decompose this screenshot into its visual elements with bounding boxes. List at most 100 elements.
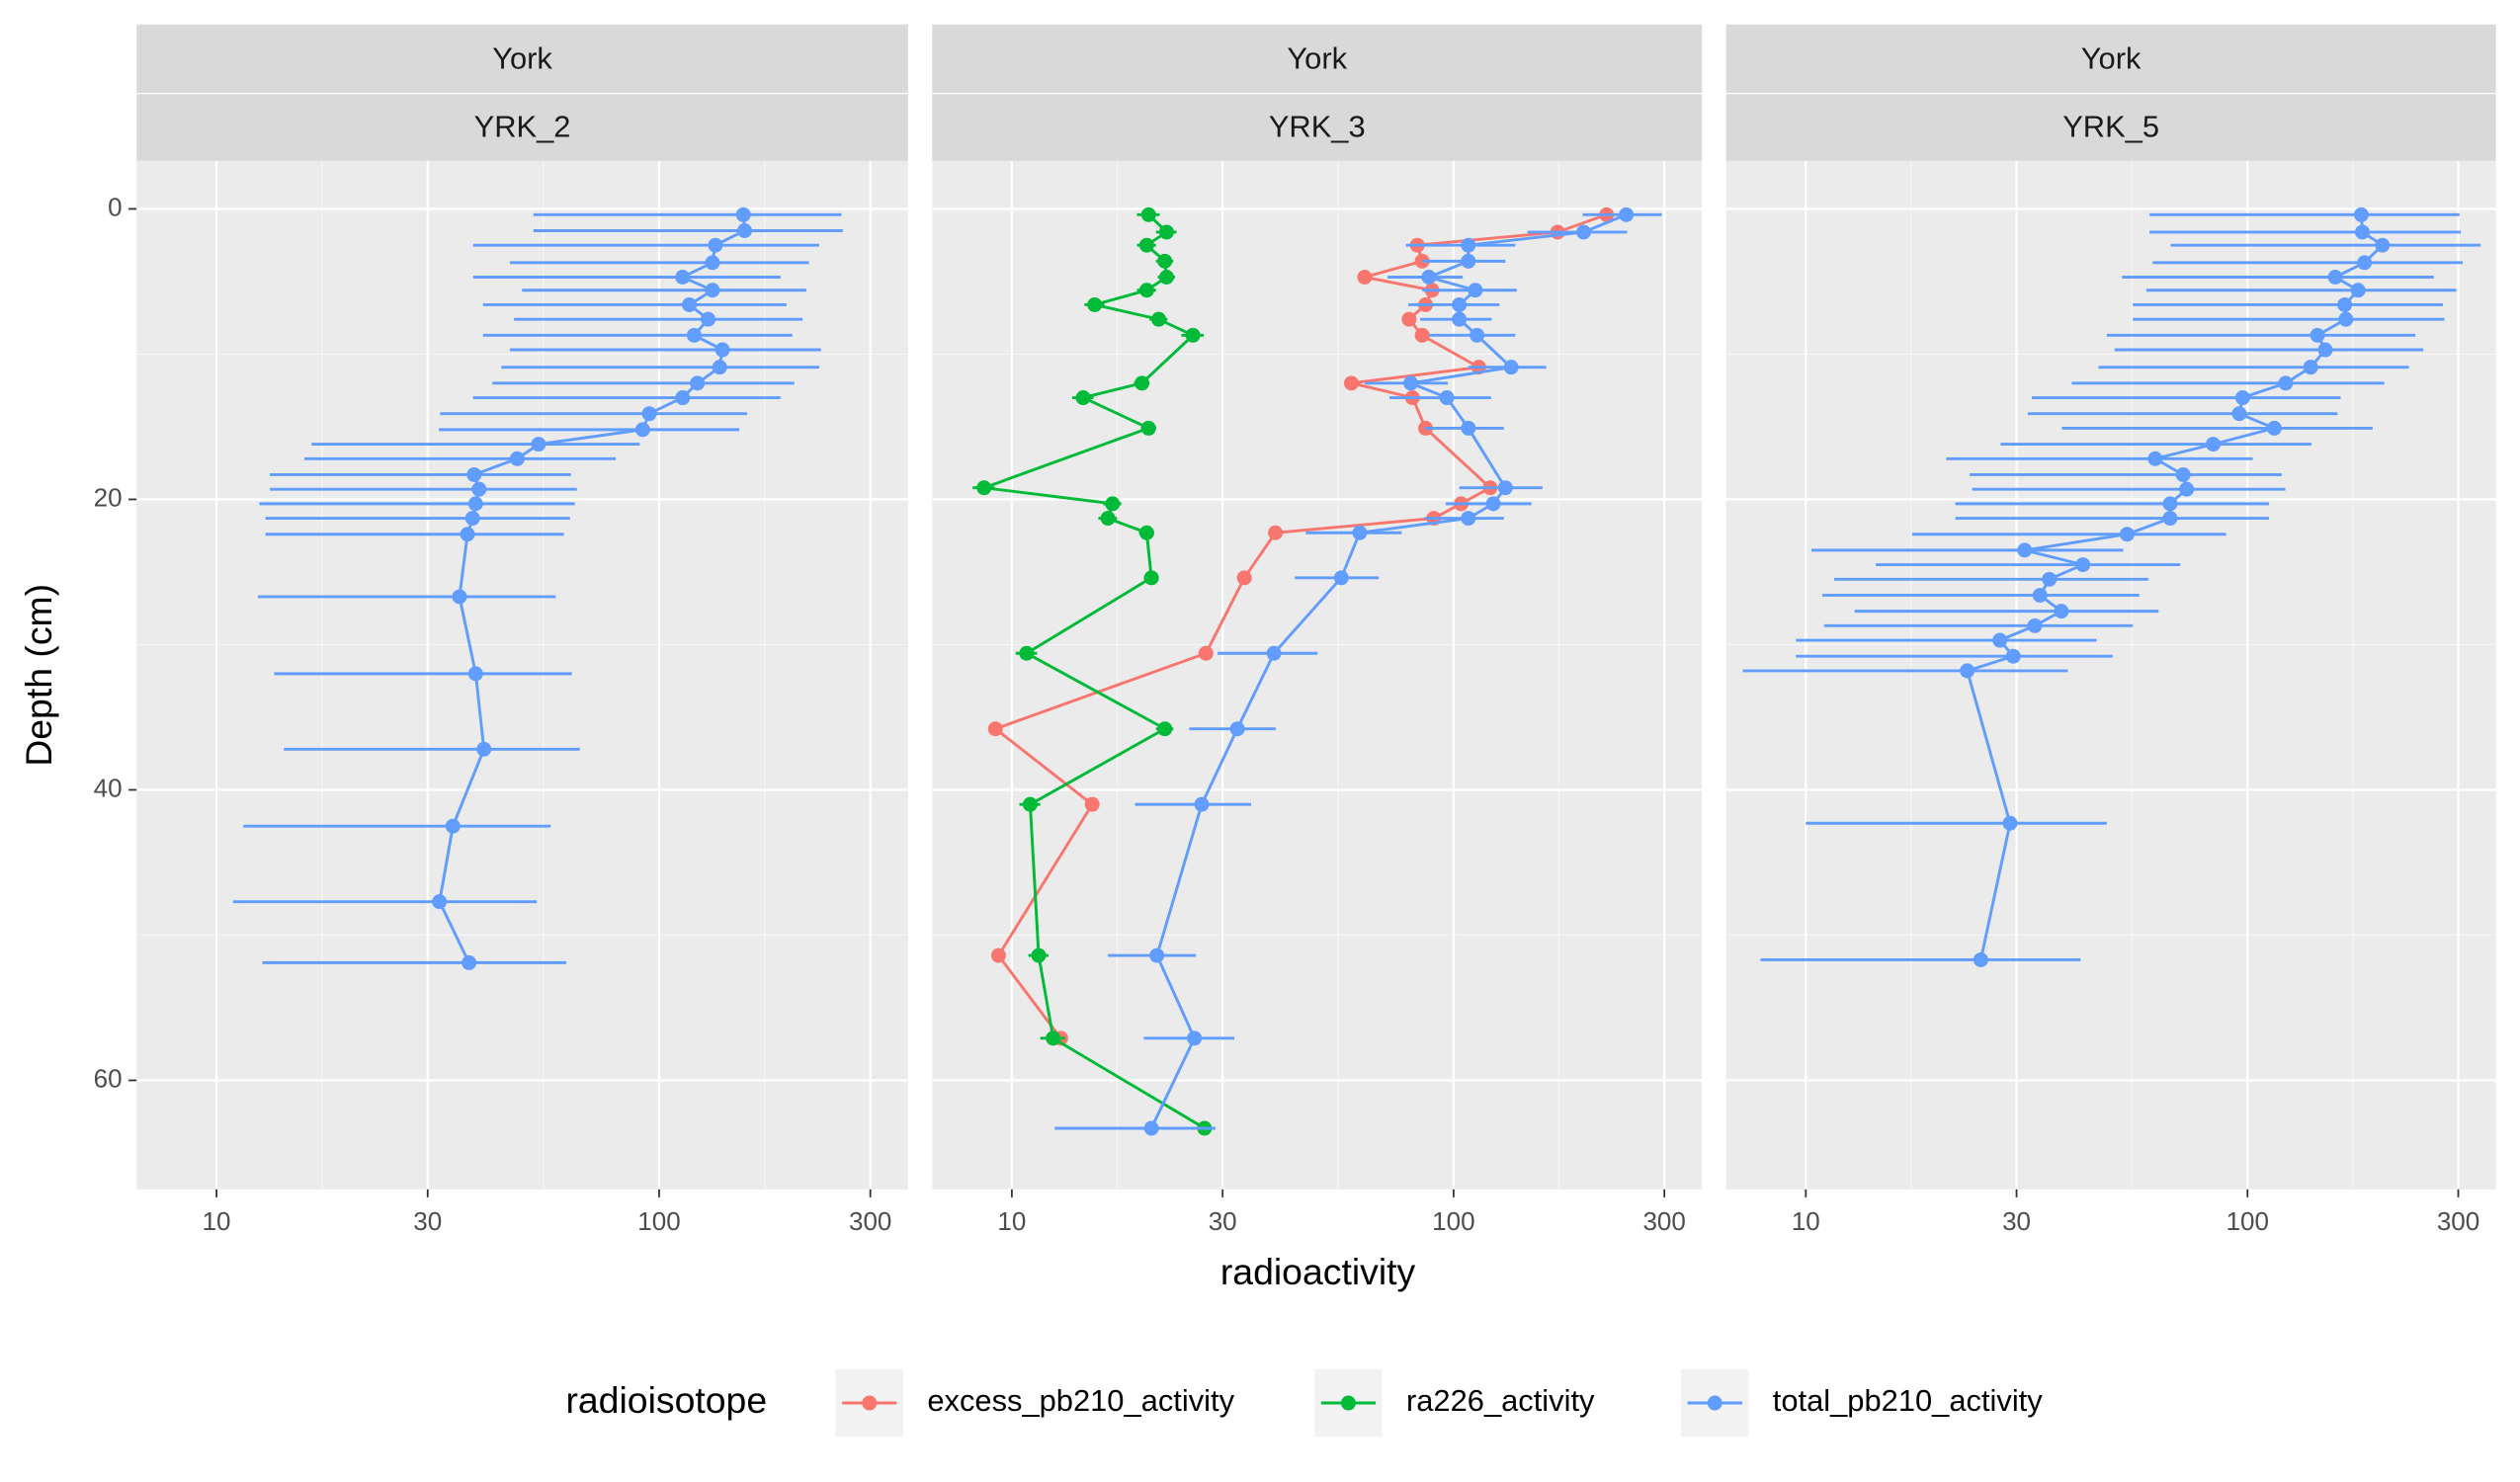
data-point	[464, 511, 480, 527]
data-point	[1138, 283, 1154, 298]
strip-label: YRK_3	[1269, 110, 1366, 144]
data-point	[675, 390, 691, 406]
data-point	[1158, 270, 1174, 286]
y-tick-label: 0	[108, 192, 122, 221]
strip-label: York	[1287, 41, 1347, 75]
panel-data	[1742, 206, 2481, 967]
panel-background	[932, 160, 1703, 1190]
data-point	[712, 360, 727, 375]
strip-label: YRK_5	[2062, 110, 2159, 144]
x-tick-label: 10	[203, 1206, 231, 1236]
data-point	[1151, 311, 1166, 327]
data-point	[641, 406, 657, 422]
data-point	[976, 480, 992, 496]
strip-background	[1725, 93, 2496, 161]
data-point	[1497, 480, 1513, 496]
data-point	[2147, 451, 2163, 466]
data-point	[466, 466, 482, 482]
data-point	[1343, 375, 1359, 391]
data-point	[531, 437, 546, 453]
data-point	[452, 589, 467, 605]
x-tick-label: 30	[1209, 1206, 1237, 1236]
x-tick-label: 300	[849, 1206, 891, 1236]
data-point	[708, 237, 723, 253]
data-point	[509, 451, 525, 466]
data-point	[1619, 206, 1635, 222]
data-point	[705, 283, 720, 298]
strip-label: York	[2081, 41, 2142, 75]
data-point	[1019, 645, 1035, 661]
data-point	[462, 954, 477, 970]
legend-key-point	[862, 1395, 878, 1411]
data-point	[2310, 327, 2325, 343]
legend-key-point	[1340, 1395, 1356, 1411]
strip-label: YRK_2	[474, 110, 571, 144]
legend-label: excess_pb210_activity	[927, 1383, 1234, 1418]
data-point	[1138, 525, 1154, 540]
data-point	[2005, 648, 2021, 664]
data-point	[1452, 296, 1468, 312]
panel-data	[232, 206, 843, 970]
data-point	[690, 375, 706, 391]
y-tick-label: 40	[94, 773, 123, 802]
strip-background	[932, 24, 1703, 94]
data-point	[705, 255, 720, 271]
data-point	[1461, 237, 1476, 253]
y-axis-title: Depth (cm)	[18, 584, 59, 767]
data-point	[1236, 570, 1252, 586]
data-point	[2175, 466, 2191, 482]
x-tick-label: 10	[1792, 1206, 1820, 1236]
data-point	[2353, 206, 2369, 222]
x-tick-label: 100	[2226, 1206, 2269, 1236]
data-point	[1084, 796, 1100, 812]
data-point	[2355, 224, 2370, 240]
x-tick-label: 300	[1642, 1206, 1685, 1236]
strip-background	[136, 93, 908, 161]
data-point	[1157, 253, 1173, 269]
data-point	[2162, 496, 2178, 512]
data-point	[467, 496, 483, 512]
strip-background	[1725, 24, 2496, 94]
data-point	[471, 481, 487, 497]
data-point	[2002, 815, 2018, 831]
data-point	[1100, 511, 1116, 527]
data-point	[987, 721, 1003, 737]
data-point	[1229, 721, 1245, 737]
data-point	[675, 270, 691, 286]
data-point	[735, 206, 751, 222]
x-tick-label: 100	[637, 1206, 680, 1236]
data-point	[1134, 375, 1150, 391]
data-point	[701, 311, 715, 327]
data-point	[1439, 390, 1455, 406]
data-point	[1973, 951, 1988, 967]
data-point	[1022, 796, 1038, 812]
data-point	[1157, 721, 1173, 737]
data-point	[737, 222, 752, 238]
data-point	[1187, 1030, 1203, 1046]
data-point	[2375, 237, 2391, 253]
data-point	[2179, 481, 2195, 497]
panel-background	[1725, 160, 2496, 1190]
data-point	[2266, 420, 2282, 436]
data-point	[1198, 645, 1214, 661]
data-point	[1158, 224, 1174, 240]
data-point	[2017, 542, 2033, 558]
x-tick-label: 30	[2002, 1206, 2031, 1236]
panel-background	[136, 160, 908, 1190]
data-point	[2303, 360, 2318, 375]
data-point	[2042, 571, 2058, 587]
data-point	[1143, 570, 1159, 586]
strip-background	[136, 24, 908, 94]
data-point	[2317, 342, 2333, 358]
data-point	[1461, 420, 1476, 436]
data-point	[1140, 206, 1156, 222]
data-point	[460, 527, 475, 542]
data-point	[1268, 525, 1284, 540]
data-point	[1143, 1120, 1159, 1136]
data-point	[1485, 496, 1501, 512]
data-point	[1031, 947, 1047, 963]
data-point	[1470, 327, 1485, 343]
strip-label: York	[492, 41, 552, 75]
data-point	[1194, 796, 1210, 812]
x-tick-label: 30	[413, 1206, 442, 1236]
